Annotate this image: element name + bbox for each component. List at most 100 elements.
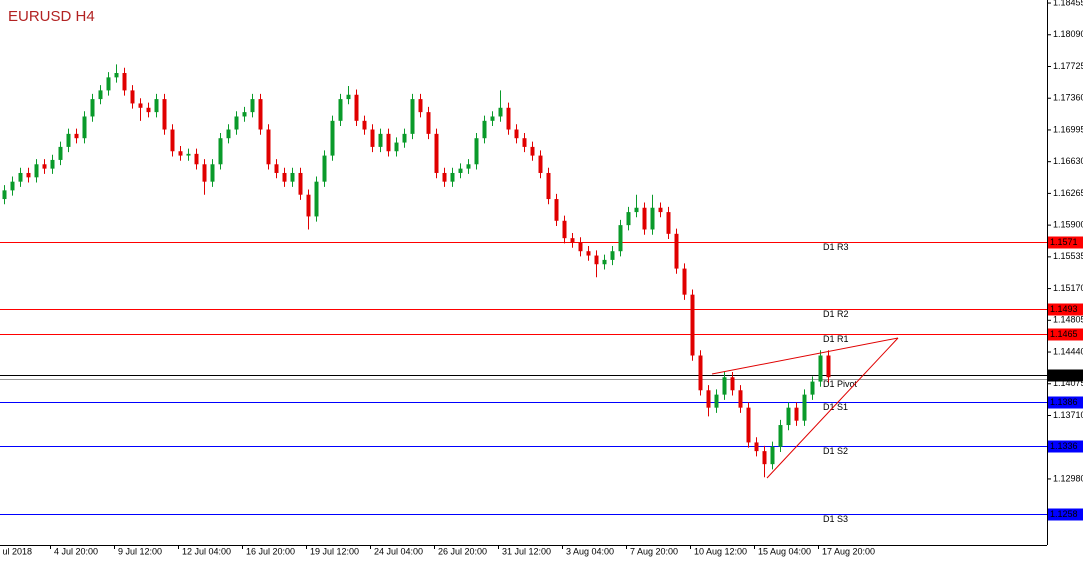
y-tick-label: 1.14075: [1053, 378, 1083, 388]
level-label: D1 S3: [823, 514, 848, 524]
level-price-box: [1048, 396, 1083, 409]
level-label: D1 R3: [823, 242, 849, 252]
candle-body: [354, 94, 359, 121]
level-price-label: 1.1258: [1050, 509, 1078, 519]
candle-body: [682, 268, 687, 295]
candle-body: [338, 99, 343, 121]
candle-body: [674, 233, 679, 269]
candle-body: [370, 129, 375, 147]
candle-body: [250, 99, 255, 113]
candle-body: [394, 142, 399, 152]
trendline-upper: [711, 337, 899, 375]
candle-body: [170, 129, 175, 152]
candle-body: [50, 159, 55, 169]
candle-body: [314, 181, 319, 217]
candle-body: [530, 146, 535, 156]
candle-body: [290, 172, 295, 182]
y-tick-label: 1.18455: [1053, 0, 1083, 7]
level-label: D1 S2: [823, 446, 848, 456]
candle-body: [226, 129, 231, 139]
candle-body: [266, 129, 271, 165]
level-price-box: [1048, 440, 1083, 453]
level-label: D1 S1: [823, 402, 848, 412]
level-price-label: 1.1386: [1050, 397, 1078, 407]
level-price-label: 1.1336: [1050, 441, 1078, 451]
x-tick-label: 24 Jul 04:00: [374, 546, 423, 556]
candle-body: [66, 133, 71, 147]
y-tick-label: 1.15900: [1053, 220, 1083, 230]
candle-body: [730, 377, 735, 391]
candle-body: [362, 120, 367, 130]
candle-body: [98, 90, 103, 100]
candle-body: [410, 99, 415, 134]
level-price-box: [1048, 508, 1083, 521]
candle-body: [482, 120, 487, 139]
candle-body: [586, 251, 591, 256]
levels: D1 R3 D1 R2 D1 R1 D1 Pivot D1 S1 D1 S2 D1 S3: [0, 242, 1047, 524]
candle-body: [194, 153, 199, 165]
candle-body: [810, 381, 815, 395]
candle-body: [626, 212, 631, 226]
candle-body: [330, 120, 335, 156]
candle-body: [706, 390, 711, 408]
candle-body: [522, 138, 527, 147]
candle-body: [618, 225, 623, 252]
candle-body: [722, 377, 727, 395]
level-price-label: 1.1571: [1050, 237, 1078, 247]
level-price-label: 1.1465: [1050, 329, 1078, 339]
candle-body: [242, 112, 247, 117]
level-price-label: 1.1493: [1050, 304, 1078, 314]
candle-body: [650, 207, 655, 230]
y-tick-label: 1.12980: [1053, 473, 1083, 483]
candle-body: [802, 394, 807, 421]
level-label: D1 R2: [823, 309, 849, 319]
candle-body: [426, 112, 431, 134]
candle-body: [114, 73, 119, 78]
candle-body: [234, 116, 239, 130]
candle-body: [306, 194, 311, 217]
candle-body: [130, 90, 135, 104]
x-tick-label: 31 Jul 12:00: [502, 546, 551, 556]
x-tick-label: 10 Aug 12:00: [694, 546, 747, 556]
candle-body: [274, 164, 279, 173]
candle-body: [746, 407, 751, 443]
candle-body: [186, 153, 191, 156]
candle-body: [18, 172, 23, 182]
candle-body: [90, 99, 95, 117]
candle-body: [458, 168, 463, 173]
candle-body: [386, 133, 391, 152]
x-tick-label: 26 Jul 20:00: [438, 546, 487, 556]
y-tick-label: 1.18090: [1053, 29, 1083, 39]
candle-body: [210, 164, 215, 182]
x-tick-label: 15 Aug 04:00: [758, 546, 811, 556]
candle-body: [258, 99, 263, 130]
y-tick-label: 1.15535: [1053, 251, 1083, 261]
candle-body: [602, 259, 607, 265]
candle-body: [418, 99, 423, 113]
candle-body: [826, 355, 831, 378]
candle-body: [514, 129, 519, 139]
candle-body: [26, 172, 31, 178]
level-label: D1 R1: [823, 334, 849, 344]
y-tick-label: 1.16630: [1053, 156, 1083, 166]
candle-body: [754, 442, 759, 452]
candle-body: [122, 73, 127, 91]
candle-body: [594, 255, 599, 265]
candle-body: [10, 181, 15, 191]
candle-body: [106, 77, 111, 91]
candle-body: [2, 190, 7, 200]
level-price-box: [1048, 303, 1083, 316]
x-tick-label: 4 Jul 20:00: [54, 546, 98, 556]
y-tick-label: 1.16995: [1053, 124, 1083, 134]
candle-body: [322, 155, 327, 182]
candle-body: [562, 220, 567, 239]
candle-body: [690, 294, 695, 356]
candle-body: [546, 172, 551, 200]
candle-body: [818, 355, 823, 382]
x-tick-label: 7 Aug 20:00: [630, 546, 678, 556]
current-price-box: [1048, 369, 1083, 382]
candle-body: [282, 172, 287, 182]
x-tick-label: 17 Aug 20:00: [822, 546, 875, 556]
